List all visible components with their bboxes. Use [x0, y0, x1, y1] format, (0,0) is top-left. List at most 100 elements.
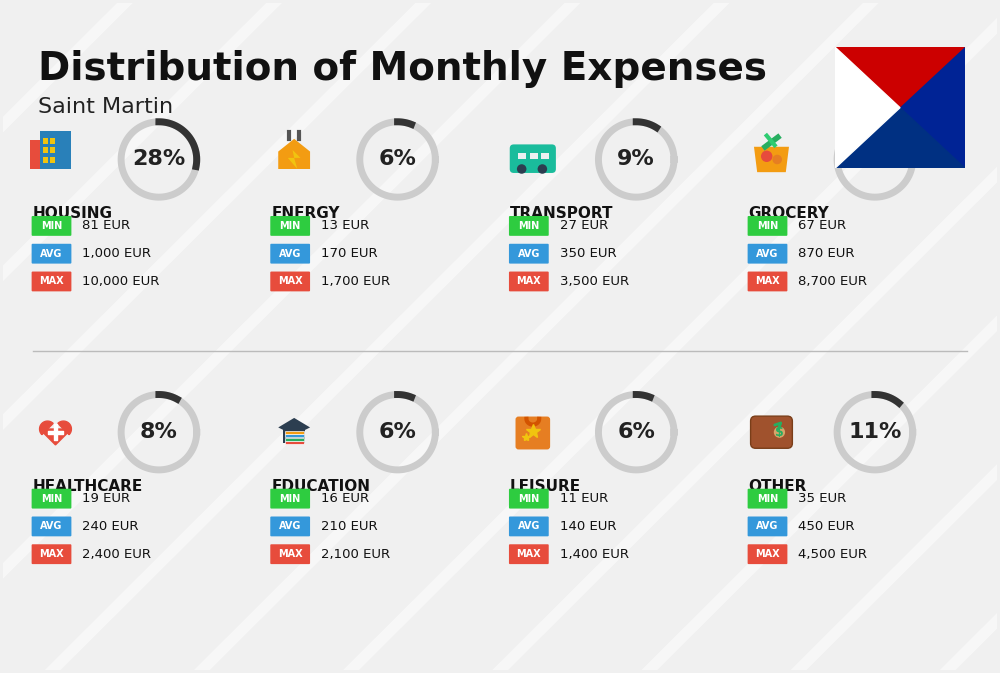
Text: 450 EUR: 450 EUR: [798, 520, 855, 533]
FancyBboxPatch shape: [751, 416, 792, 448]
FancyBboxPatch shape: [285, 441, 304, 444]
Text: AVG: AVG: [756, 249, 779, 258]
Polygon shape: [278, 139, 310, 169]
Text: 67 EUR: 67 EUR: [798, 219, 846, 232]
Text: 11 EUR: 11 EUR: [560, 492, 608, 505]
Text: AVG: AVG: [518, 249, 540, 258]
Polygon shape: [835, 47, 965, 168]
FancyBboxPatch shape: [43, 138, 48, 143]
FancyBboxPatch shape: [43, 147, 48, 153]
Text: 2,100 EUR: 2,100 EUR: [321, 548, 390, 561]
FancyBboxPatch shape: [285, 438, 304, 441]
FancyBboxPatch shape: [270, 544, 310, 564]
FancyBboxPatch shape: [32, 516, 71, 536]
FancyBboxPatch shape: [285, 431, 304, 434]
Text: 6%: 6%: [617, 422, 655, 442]
Text: HEALTHCARE: HEALTHCARE: [33, 479, 143, 494]
Text: OTHER: OTHER: [749, 479, 807, 494]
Polygon shape: [835, 108, 965, 168]
Text: MAX: MAX: [39, 277, 64, 287]
Text: 1,700 EUR: 1,700 EUR: [321, 275, 390, 288]
FancyBboxPatch shape: [32, 244, 71, 264]
Text: 6%: 6%: [379, 422, 417, 442]
FancyBboxPatch shape: [32, 489, 71, 509]
Text: MIN: MIN: [518, 494, 539, 503]
FancyBboxPatch shape: [270, 244, 310, 264]
Text: MIN: MIN: [757, 221, 778, 231]
Text: 870 EUR: 870 EUR: [798, 247, 855, 260]
Text: $: $: [775, 426, 784, 439]
Text: MIN: MIN: [518, 221, 539, 231]
Text: MAX: MAX: [755, 277, 780, 287]
Polygon shape: [40, 429, 71, 445]
Text: 8,700 EUR: 8,700 EUR: [798, 275, 867, 288]
Text: EDUCATION: EDUCATION: [271, 479, 370, 494]
Text: MAX: MAX: [278, 277, 302, 287]
FancyBboxPatch shape: [270, 216, 310, 236]
Text: MIN: MIN: [41, 494, 62, 503]
Text: AVG: AVG: [40, 522, 63, 532]
FancyBboxPatch shape: [270, 271, 310, 291]
Text: 4,500 EUR: 4,500 EUR: [798, 548, 867, 561]
Text: 170 EUR: 170 EUR: [321, 247, 378, 260]
FancyBboxPatch shape: [509, 516, 549, 536]
Text: 6%: 6%: [379, 149, 417, 170]
Text: 1,400 EUR: 1,400 EUR: [560, 548, 629, 561]
Text: MIN: MIN: [280, 494, 301, 503]
Text: MAX: MAX: [39, 549, 64, 559]
Text: GROCERY: GROCERY: [749, 206, 829, 221]
FancyBboxPatch shape: [516, 417, 550, 450]
Text: MAX: MAX: [755, 549, 780, 559]
Text: ENERGY: ENERGY: [271, 206, 340, 221]
FancyBboxPatch shape: [748, 244, 787, 264]
FancyBboxPatch shape: [509, 489, 549, 509]
Text: MIN: MIN: [41, 221, 62, 231]
FancyBboxPatch shape: [748, 544, 787, 564]
FancyBboxPatch shape: [509, 271, 549, 291]
FancyBboxPatch shape: [50, 138, 55, 143]
FancyBboxPatch shape: [510, 145, 556, 173]
FancyBboxPatch shape: [285, 435, 304, 437]
Text: 240 EUR: 240 EUR: [82, 520, 139, 533]
Text: 140 EUR: 140 EUR: [560, 520, 616, 533]
Text: 13 EUR: 13 EUR: [321, 219, 369, 232]
Circle shape: [773, 426, 786, 439]
Text: AVG: AVG: [756, 522, 779, 532]
Text: 28%: 28%: [132, 149, 186, 170]
FancyBboxPatch shape: [518, 153, 526, 160]
Text: AVG: AVG: [518, 522, 540, 532]
Circle shape: [517, 164, 526, 174]
Text: 11%: 11%: [848, 422, 902, 442]
Text: AVG: AVG: [40, 249, 63, 258]
Circle shape: [538, 164, 547, 174]
FancyBboxPatch shape: [509, 244, 549, 264]
Polygon shape: [835, 47, 965, 168]
Text: 35 EUR: 35 EUR: [798, 492, 847, 505]
Text: MAX: MAX: [278, 549, 302, 559]
Polygon shape: [278, 418, 310, 435]
Text: 210 EUR: 210 EUR: [321, 520, 378, 533]
Text: 8%: 8%: [140, 422, 178, 442]
Text: 26%: 26%: [848, 149, 902, 170]
Text: Distribution of Monthly Expenses: Distribution of Monthly Expenses: [38, 50, 767, 88]
Text: HOUSING: HOUSING: [33, 206, 113, 221]
FancyBboxPatch shape: [283, 427, 305, 444]
Text: 2,400 EUR: 2,400 EUR: [82, 548, 151, 561]
Text: MAX: MAX: [517, 549, 541, 559]
FancyBboxPatch shape: [541, 153, 549, 160]
Text: MIN: MIN: [757, 494, 778, 503]
Text: 27 EUR: 27 EUR: [560, 219, 608, 232]
FancyBboxPatch shape: [748, 489, 787, 509]
FancyBboxPatch shape: [32, 544, 71, 564]
Text: 19 EUR: 19 EUR: [82, 492, 130, 505]
Text: MIN: MIN: [280, 221, 301, 231]
FancyBboxPatch shape: [748, 216, 787, 236]
Text: 16 EUR: 16 EUR: [321, 492, 369, 505]
FancyBboxPatch shape: [32, 271, 71, 291]
Polygon shape: [40, 421, 53, 435]
FancyBboxPatch shape: [50, 147, 55, 153]
FancyBboxPatch shape: [509, 216, 549, 236]
Text: 10,000 EUR: 10,000 EUR: [82, 275, 160, 288]
Text: LEISURE: LEISURE: [510, 479, 581, 494]
Polygon shape: [835, 47, 900, 168]
